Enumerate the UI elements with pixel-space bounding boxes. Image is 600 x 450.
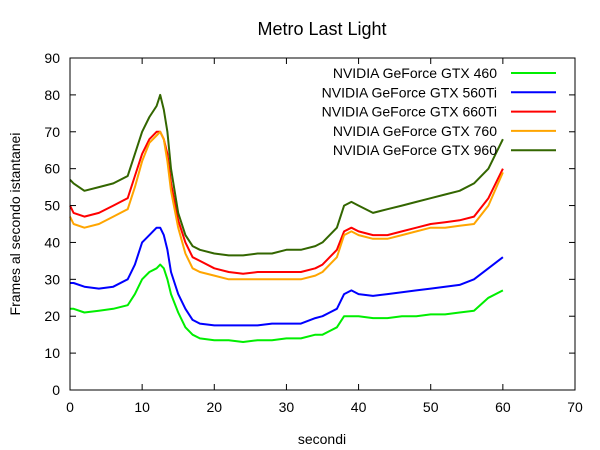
y-axis-label: Frames al secondo istantanei — [7, 133, 23, 316]
series-line-2 — [70, 226, 504, 327]
x-tick-label: 20 — [206, 399, 222, 415]
x-tick-label: 40 — [351, 399, 367, 415]
plot-area — [69, 93, 504, 343]
x-tick-label: 10 — [134, 399, 150, 415]
legend-label: NVIDIA GeForce GTX 960 — [333, 142, 497, 158]
x-tick-label: 70 — [567, 399, 583, 415]
legend-label: NVIDIA GeForce GTX 460 — [333, 65, 497, 81]
y-tick-label: 70 — [44, 124, 60, 140]
y-tick-label: 10 — [44, 345, 60, 361]
legend: NVIDIA GeForce GTX 460 NVIDIA GeForce GTX… — [322, 65, 556, 158]
y-tick-label: 60 — [44, 161, 60, 177]
series-line-1 — [70, 263, 504, 343]
x-axis-label: secondi — [298, 431, 346, 447]
x-tick-label: 0 — [66, 399, 74, 415]
x-tick-label: 60 — [495, 399, 511, 415]
x-axis: 0 10 20 30 40 50 60 70 — [66, 58, 583, 415]
series-line-4 — [69, 130, 504, 281]
legend-label: NVIDIA GeForce GTX 560Ti — [322, 84, 497, 100]
x-tick-label: 30 — [279, 399, 295, 415]
series-line-5 — [69, 93, 504, 257]
series-line-3 — [69, 130, 504, 275]
x-tick-label: 50 — [423, 399, 439, 415]
y-tick-label: 20 — [44, 308, 60, 324]
chart-title: Metro Last Light — [257, 19, 386, 39]
y-tick-label: 80 — [44, 87, 60, 103]
y-tick-label: 30 — [44, 271, 60, 287]
legend-label: NVIDIA GeForce GTX 660Ti — [322, 104, 497, 120]
y-tick-label: 50 — [44, 198, 60, 214]
y-tick-label: 40 — [44, 234, 60, 250]
y-tick-label: 90 — [44, 50, 60, 66]
y-axis: 0 10 20 30 40 50 60 70 80 90 — [44, 50, 575, 398]
legend-label: NVIDIA GeForce GTX 760 — [333, 123, 497, 139]
plot-frame — [69, 57, 576, 391]
y-tick-label: 0 — [52, 382, 60, 398]
